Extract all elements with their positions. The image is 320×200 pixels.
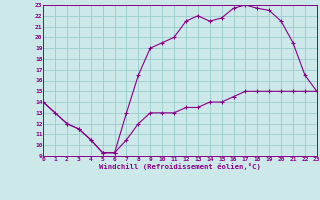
X-axis label: Windchill (Refroidissement éolien,°C): Windchill (Refroidissement éolien,°C) xyxy=(99,163,261,170)
